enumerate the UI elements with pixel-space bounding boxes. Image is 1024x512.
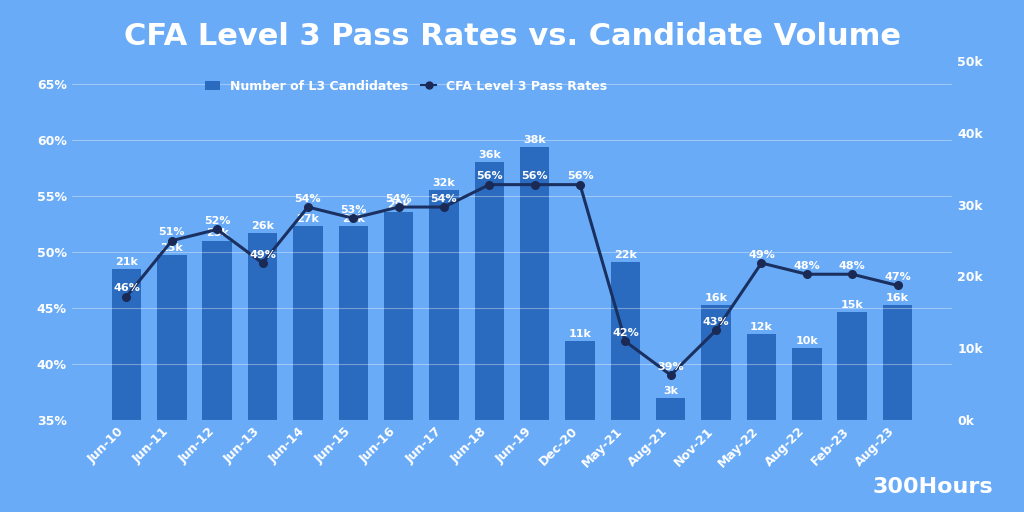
Text: 56%: 56% bbox=[566, 172, 593, 181]
Text: 54%: 54% bbox=[385, 194, 412, 204]
Text: 22k: 22k bbox=[614, 250, 637, 260]
Text: 15k: 15k bbox=[841, 300, 863, 310]
Bar bbox=[520, 147, 550, 420]
Bar bbox=[883, 305, 912, 420]
Bar bbox=[429, 190, 459, 420]
Text: 23k: 23k bbox=[161, 243, 183, 253]
Text: 54%: 54% bbox=[431, 194, 458, 204]
Text: 11k: 11k bbox=[568, 329, 592, 339]
Text: 49%: 49% bbox=[749, 250, 775, 260]
Text: 39%: 39% bbox=[657, 361, 684, 372]
Bar bbox=[157, 255, 186, 420]
Text: 52%: 52% bbox=[204, 216, 230, 226]
Legend: Number of L3 Candidates, CFA Level 3 Pass Rates: Number of L3 Candidates, CFA Level 3 Pas… bbox=[201, 75, 612, 98]
Bar bbox=[474, 162, 504, 420]
Text: 42%: 42% bbox=[612, 328, 639, 338]
Text: 49%: 49% bbox=[249, 250, 275, 260]
Text: 27k: 27k bbox=[297, 214, 319, 224]
Bar bbox=[293, 226, 323, 420]
Text: 26k: 26k bbox=[251, 221, 274, 231]
Text: 46%: 46% bbox=[113, 283, 140, 293]
Text: 16k: 16k bbox=[886, 293, 909, 303]
Text: 48%: 48% bbox=[794, 261, 820, 271]
Text: 38k: 38k bbox=[523, 135, 546, 145]
Text: 36k: 36k bbox=[478, 150, 501, 160]
Text: 53%: 53% bbox=[340, 205, 367, 215]
Bar bbox=[701, 305, 731, 420]
Title: CFA Level 3 Pass Rates vs. Candidate Volume: CFA Level 3 Pass Rates vs. Candidate Vol… bbox=[124, 22, 900, 51]
Bar bbox=[203, 241, 231, 420]
Bar bbox=[793, 348, 821, 420]
Text: 300Hours: 300Hours bbox=[872, 477, 993, 497]
Text: 25k: 25k bbox=[206, 228, 228, 239]
Bar bbox=[838, 312, 867, 420]
Bar bbox=[746, 334, 776, 420]
Text: 43%: 43% bbox=[702, 317, 729, 327]
Bar bbox=[112, 269, 141, 420]
Bar bbox=[565, 341, 595, 420]
Text: 54%: 54% bbox=[295, 194, 322, 204]
Text: 47%: 47% bbox=[884, 272, 911, 282]
Text: 16k: 16k bbox=[705, 293, 728, 303]
Bar bbox=[610, 262, 640, 420]
Text: 27k: 27k bbox=[342, 214, 365, 224]
Bar bbox=[339, 226, 368, 420]
Text: 48%: 48% bbox=[839, 261, 865, 271]
Text: 3k: 3k bbox=[664, 386, 678, 396]
Text: 56%: 56% bbox=[521, 172, 548, 181]
Bar bbox=[656, 398, 685, 420]
Text: 10k: 10k bbox=[796, 336, 818, 346]
Text: 21k: 21k bbox=[115, 257, 138, 267]
Bar bbox=[384, 212, 414, 420]
Bar bbox=[248, 233, 278, 420]
Text: 56%: 56% bbox=[476, 172, 503, 181]
Text: 29k: 29k bbox=[387, 200, 410, 210]
Text: 51%: 51% bbox=[159, 227, 185, 237]
Text: 12k: 12k bbox=[750, 322, 773, 332]
Text: 32k: 32k bbox=[432, 178, 456, 188]
